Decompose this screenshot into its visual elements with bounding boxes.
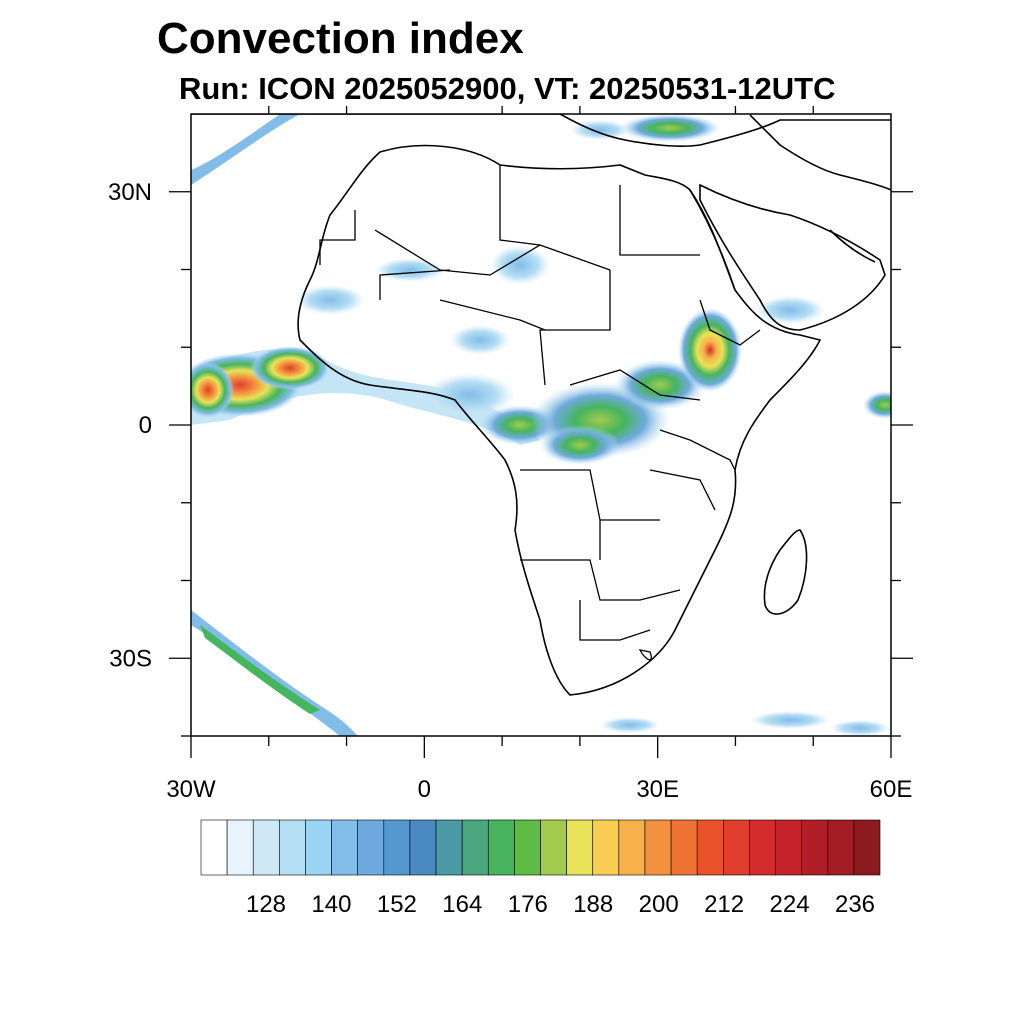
lat-tick-label: 0	[139, 412, 152, 439]
colorbar-swatch	[305, 819, 332, 876]
colorbar-swatch	[801, 819, 829, 876]
map-tick-labels: 30W 0 30E 60E 30N 0 30S	[108, 179, 912, 803]
colorbar-swatch	[775, 819, 802, 876]
lon-tick-label: 0	[418, 776, 431, 803]
colorbar-label: 128	[246, 891, 286, 918]
colorbar-swatch	[409, 819, 437, 876]
colorbar-swatch	[853, 819, 881, 876]
colorbar-swatch	[200, 819, 228, 876]
colorbar-swatch	[644, 819, 672, 876]
lon-tick-label: 30W	[166, 776, 216, 803]
map-ticks	[169, 106, 913, 758]
colorbar-swatch	[331, 819, 358, 876]
colorbar-label: 176	[508, 891, 548, 918]
colorbar-label: 188	[573, 891, 613, 918]
colorbar-swatch	[252, 819, 280, 876]
colorbar-label: 164	[442, 891, 482, 918]
colorbar-label: 152	[377, 891, 417, 918]
lon-tick-label: 60E	[870, 776, 913, 803]
chart-title: Convection index	[157, 14, 524, 63]
lat-tick-label: 30N	[108, 179, 152, 206]
colorbar-swatch	[618, 819, 646, 876]
colorbar-label: 140	[311, 891, 351, 918]
colorbar-swatch	[670, 819, 698, 876]
colorbar-swatch	[827, 819, 855, 876]
colorbar-swatch	[435, 819, 463, 876]
colorbar-swatch	[279, 819, 306, 876]
colorbar-label: 212	[704, 891, 744, 918]
convection-field	[191, 114, 891, 736]
chart-subtitle: Run: ICON 2025052900, VT: 20250531-12UTC	[179, 71, 836, 106]
colorbar-swatch	[696, 819, 724, 876]
colorbar-swatch	[723, 819, 750, 876]
colorbar-swatch	[226, 819, 254, 876]
colorbar-label: 236	[835, 891, 875, 918]
colorbar-label: 224	[770, 891, 810, 918]
colorbar-swatch	[461, 819, 489, 876]
colorbar-swatch	[357, 819, 385, 876]
coastlines	[191, 114, 891, 696]
country-borders	[319, 165, 761, 661]
colorbar-swatch	[383, 819, 411, 876]
colorbar-labels: 128 140 152 164 176 188 200 212 224 236	[246, 891, 875, 918]
colorbar-label: 200	[639, 891, 679, 918]
colorbar	[200, 819, 881, 876]
lon-tick-label: 30E	[636, 776, 679, 803]
colorbar-swatch	[487, 819, 515, 876]
colorbar-swatch	[592, 819, 620, 876]
lat-tick-label: 30S	[109, 645, 152, 672]
colorbar-swatch	[749, 819, 776, 876]
colorbar-swatch	[540, 819, 567, 876]
colorbar-swatch	[566, 819, 594, 876]
colorbar-swatch	[514, 819, 541, 876]
